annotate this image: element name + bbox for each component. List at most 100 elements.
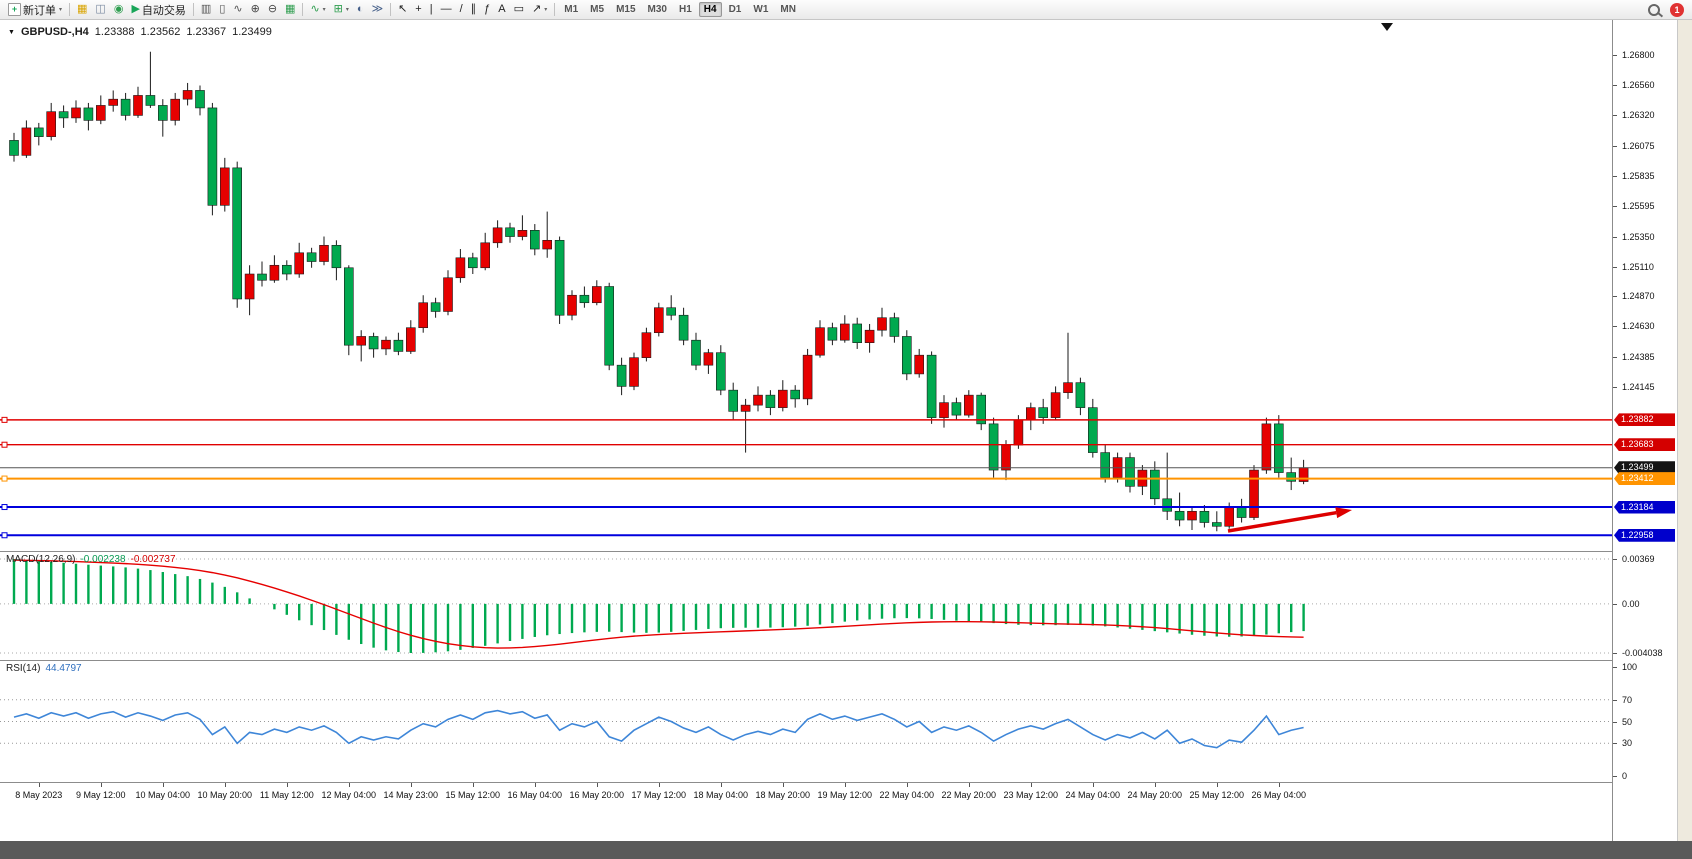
indicators-icon: ∿ (310, 3, 320, 15)
candlestick-icon-button[interactable]: ▯ (216, 2, 228, 18)
time-axis-label: 14 May 23:00 (383, 790, 439, 800)
text-label-button[interactable]: ▭ (511, 2, 527, 18)
timeframe-M5[interactable]: M5 (590, 4, 605, 15)
axis-tick (1613, 326, 1617, 328)
line-handle[interactable] (1, 532, 8, 539)
main-chart-canvas[interactable] (0, 20, 1612, 551)
ohlc-low: 1.23367 (186, 26, 227, 38)
timeframe-H1[interactable]: H1 (678, 4, 692, 15)
price-axis[interactable]: 1.26800 1.26560 1.26320 1.26075 1.25835 1.255… (1613, 20, 1677, 841)
zoom-out-icon: ⊖ (267, 3, 278, 15)
axis-tick (1613, 115, 1617, 117)
macd-signal-value: -0.002737 (130, 554, 176, 565)
timeframe-H4[interactable]: H4 (698, 2, 722, 17)
timeframe-M15[interactable]: M15 (616, 4, 636, 15)
autotrade-button[interactable]: ▶ 自动交易 (128, 2, 188, 18)
line-chart-icon-icon: ∿ (233, 3, 243, 15)
line-handle[interactable] (1, 504, 8, 511)
rsi-panel-canvas[interactable] (0, 661, 1612, 782)
axis-tick (1613, 699, 1617, 701)
chevron-down-icon: ▾ (59, 7, 63, 13)
timeframe-MN[interactable]: MN (780, 4, 796, 15)
price-axis-label: 1.24630 (1622, 321, 1655, 332)
rsi-panel-splitter[interactable] (0, 660, 1677, 661)
time-axis-tick (38, 783, 40, 787)
timeframe-D1[interactable]: D1 (728, 4, 742, 15)
macd-panel-canvas[interactable] (0, 552, 1612, 660)
time-axis[interactable]: 8 May 2023 9 May 12:00 10 May 04:00 10 May … (0, 783, 1613, 841)
profiles-icon-button[interactable]: ◫ (92, 2, 108, 18)
channel-button[interactable]: ∥ (468, 2, 480, 18)
search-icon[interactable] (1648, 3, 1660, 16)
new-order-button-label: 新订单 (23, 4, 56, 17)
price-axis-label: 1.25595 (1622, 200, 1655, 211)
zoom-in-button[interactable]: ⊕ (248, 2, 263, 18)
chart-shift-icon: ≫ (371, 3, 384, 15)
horizontal-lines-layer[interactable] (0, 416, 1612, 539)
time-axis-label: 22 May 04:00 (879, 790, 935, 800)
horizontal-line-button[interactable]: ― (438, 2, 455, 18)
line-chart-icon-button[interactable]: ∿ (230, 2, 245, 18)
axis-tick (1613, 85, 1617, 87)
time-axis-label: 26 May 04:00 (1251, 790, 1307, 800)
line-handle[interactable] (1, 441, 8, 448)
new-chart-button[interactable]: ⊞ ▾ (331, 2, 352, 18)
time-axis-tick (658, 783, 660, 787)
community-icon-icon: ◉ (113, 3, 124, 15)
price-tag: 1.23412 (1614, 472, 1675, 486)
crosshair-button[interactable]: + (412, 2, 424, 18)
arrows-button[interactable]: ↗ ▾ (529, 2, 550, 18)
profiles-icon-icon: ◫ (95, 3, 106, 15)
time-axis-label: 24 May 20:00 (1127, 790, 1183, 800)
zoom-out-button[interactable]: ⊖ (265, 2, 280, 18)
macd-axis-label: -0.004038 (1622, 648, 1663, 658)
bar-chart-icon-button[interactable]: ▥ (198, 2, 214, 18)
time-axis-label: 12 May 04:00 (321, 790, 377, 800)
timeframe-M30[interactable]: M30 (647, 4, 667, 15)
timeframe-W1[interactable]: W1 (753, 4, 769, 15)
rsi-axis-label: 50 (1622, 716, 1633, 727)
rsi-axis-label: 100 (1622, 662, 1638, 672)
vertical-line-button[interactable]: | (427, 2, 436, 18)
price-tag: 1.23882 (1614, 413, 1675, 427)
community-icon-button[interactable]: ◉ (111, 2, 127, 18)
timeframe-M1[interactable]: M1 (564, 4, 579, 15)
price-tag: 1.22958 (1614, 528, 1675, 542)
time-axis-tick (286, 783, 288, 787)
axis-tick (1613, 387, 1617, 389)
rsi-indicator-label: RSI(14) 44.4797 (6, 663, 82, 674)
axis-tick (1613, 146, 1617, 147)
market-watch-icon-button[interactable]: ▦ (74, 2, 90, 18)
rsi-value: 44.4797 (45, 663, 82, 674)
chart-shift-button[interactable]: ≫ (369, 2, 387, 18)
time-axis-label: 11 May 12:00 (259, 790, 314, 800)
axis-tick (1613, 205, 1617, 207)
indicators-button[interactable]: ∿ ▾ (307, 2, 328, 18)
auto-scroll-button[interactable]: ◐ (354, 2, 367, 18)
line-handle[interactable] (1, 416, 8, 423)
price-tag: 1.23184 (1614, 500, 1675, 514)
price-tag: 1.23683 (1614, 438, 1675, 452)
cursor-button[interactable]: ↖ (395, 2, 410, 18)
line-handle[interactable] (1, 475, 8, 482)
time-axis-tick (1216, 783, 1218, 787)
trendline-button[interactable]: / (457, 2, 466, 18)
ohlc-open: 1.23388 (94, 26, 135, 38)
rsi-name: RSI(14) (6, 663, 41, 674)
symbol-caret-icon[interactable]: ▼ (8, 28, 15, 36)
new-order-button[interactable]: + 新订单 ▾ (5, 2, 65, 18)
fibonacci-button[interactable]: ƒ (481, 2, 493, 18)
arrow-annotation[interactable] (1227, 507, 1352, 533)
rsi-axis-label: 70 (1622, 694, 1633, 705)
chevron-down-icon: ▾ (345, 7, 349, 13)
time-axis-label: 23 May 12:00 (1003, 790, 1059, 800)
price-axis-label: 1.26560 (1622, 80, 1655, 91)
tile-windows-button[interactable]: ▦ (282, 2, 298, 18)
vertical-scrollbar[interactable] (1677, 20, 1692, 841)
macd-panel-splitter[interactable] (0, 551, 1677, 552)
axis-tick (1613, 236, 1617, 238)
chart-shift-marker[interactable] (1381, 23, 1393, 31)
auto-scroll-icon: ◐ (356, 3, 364, 15)
text-button[interactable]: A (495, 2, 508, 18)
notification-badge[interactable]: 1 (1670, 2, 1684, 17)
